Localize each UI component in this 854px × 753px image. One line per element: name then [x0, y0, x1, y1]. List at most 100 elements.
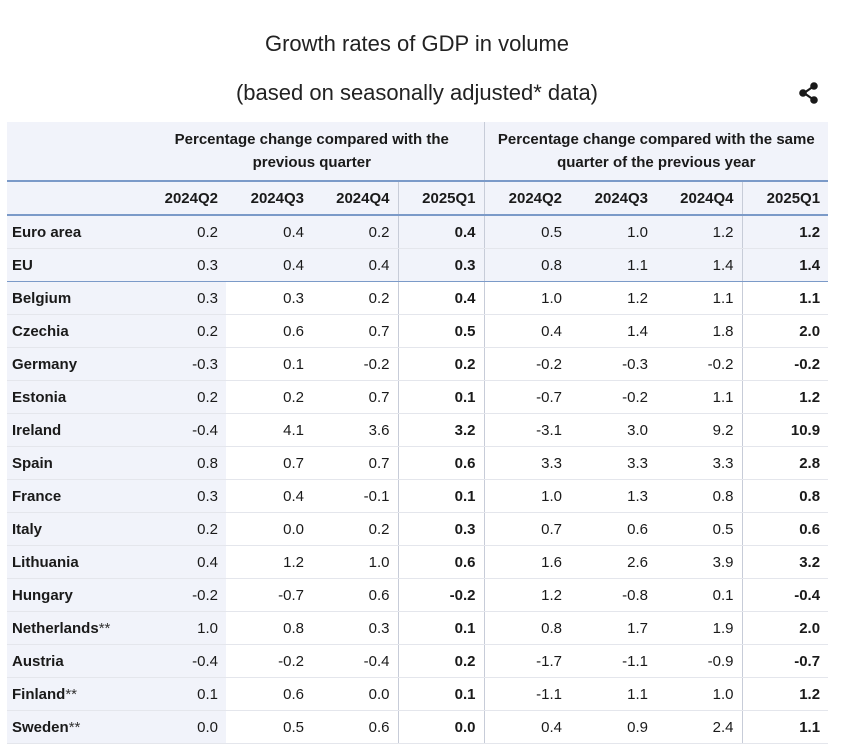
- data-cell: 1.0: [483, 281, 571, 315]
- table-row: Austria -0.4 -0.2 -0.4 0.2 -1.7 -1.1 -0.9 -0.7: [7, 644, 829, 678]
- data-cell: 1.8: [656, 314, 743, 348]
- country-name: Belgium: [12, 289, 72, 307]
- data-cell: 0.0: [397, 710, 485, 744]
- data-cell: 0.7: [312, 314, 398, 348]
- data-cell: 2.0: [741, 314, 829, 348]
- data-cell: 0.7: [483, 512, 571, 546]
- column-header: 2025Q1: [741, 181, 829, 216]
- country-name: Sweden: [12, 718, 69, 736]
- data-cell: 0.2: [140, 314, 226, 348]
- data-cell: 0.4: [483, 314, 571, 348]
- data-cell: 1.1: [570, 248, 657, 282]
- data-cell: 3.3: [656, 446, 743, 480]
- data-cell: 0.8: [741, 479, 829, 513]
- data-cell: 1.2: [656, 215, 743, 249]
- row-label: Ireland: [7, 413, 140, 447]
- data-cell: -0.7: [226, 578, 312, 612]
- data-cell: 0.1: [397, 380, 485, 414]
- table-row: Ireland -0.4 4.1 3.6 3.2 -3.1 3.0 9.2 10.9: [7, 413, 829, 447]
- data-cell: 0.8: [483, 248, 571, 282]
- data-cell: 1.4: [741, 248, 829, 282]
- country-name: France: [12, 487, 62, 505]
- table-row: Finland** 0.1 0.6 0.0 0.1 -1.1 1.1 1.0 1.2: [7, 677, 829, 711]
- data-cell: 1.0: [140, 611, 226, 645]
- country-name: Lithuania: [12, 553, 79, 571]
- country-name: Italy: [12, 520, 43, 538]
- data-cell: 1.2: [570, 281, 657, 315]
- data-cell: 0.1: [397, 611, 485, 645]
- table-subtitle: (based on seasonally adjusted* data): [235, 80, 599, 105]
- data-cell: -0.2: [226, 644, 312, 678]
- data-cell: 1.1: [741, 710, 829, 744]
- data-cell: 0.8: [483, 611, 571, 645]
- data-cell: 2.6: [570, 545, 657, 579]
- data-cell: -1.1: [483, 677, 571, 711]
- data-cell: 1.4: [570, 314, 657, 348]
- corner-cell: [7, 122, 140, 182]
- data-cell: 1.0: [483, 479, 571, 513]
- column-header: 2025Q1: [397, 181, 485, 216]
- table-row: Spain 0.8 0.7 0.7 0.6 3.3 3.3 3.3 2.8: [7, 446, 829, 480]
- data-cell: 3.3: [570, 446, 657, 480]
- table-body: Euro area 0.2 0.4 0.2 0.4 0.5 1.0 1.2 1.2 EU 0.3 0.…: [7, 215, 829, 744]
- table-row: EU 0.3 0.4 0.4 0.3 0.8 1.1 1.4 1.4: [7, 248, 829, 282]
- data-cell: 1.3: [570, 479, 657, 513]
- data-cell: 0.6: [570, 512, 657, 546]
- data-cell: 0.0: [140, 710, 226, 744]
- data-cell: -0.2: [570, 380, 657, 414]
- country-name: Czechia: [12, 322, 69, 340]
- data-cell: 1.2: [483, 578, 571, 612]
- data-cell: 4.1: [226, 413, 312, 447]
- country-name: Spain: [12, 454, 53, 472]
- data-cell: -1.7: [483, 644, 571, 678]
- table-row: Hungary -0.2 -0.7 0.6 -0.2 1.2 -0.8 0.1 -0.4: [7, 578, 829, 612]
- data-cell: 0.5: [397, 314, 485, 348]
- data-cell: 0.2: [397, 644, 485, 678]
- column-header: 2024Q3: [226, 181, 312, 216]
- data-cell: 1.1: [570, 677, 657, 711]
- data-cell: 1.2: [741, 677, 829, 711]
- data-cell: 0.9: [570, 710, 657, 744]
- data-cell: 0.8: [226, 611, 312, 645]
- data-cell: 0.0: [226, 512, 312, 546]
- data-cell: 0.6: [312, 578, 398, 612]
- data-cell: 3.2: [397, 413, 485, 447]
- data-cell: 1.2: [741, 380, 829, 414]
- data-cell: 0.2: [140, 215, 226, 249]
- data-cell: 0.0: [312, 677, 398, 711]
- data-cell: 0.5: [656, 512, 743, 546]
- row-label: Hungary: [7, 578, 140, 612]
- table-row: Czechia 0.2 0.6 0.7 0.5 0.4 1.4 1.8 2.0: [7, 314, 829, 348]
- gdp-growth-table: Percentage change compared with the prev…: [7, 122, 829, 744]
- data-cell: 0.2: [140, 512, 226, 546]
- data-cell: 9.2: [656, 413, 743, 447]
- data-cell: 0.3: [140, 248, 226, 282]
- row-label: Germany: [7, 347, 140, 381]
- data-cell: 1.2: [226, 545, 312, 579]
- data-cell: -0.4: [312, 644, 398, 678]
- row-label: Spain: [7, 446, 140, 480]
- data-cell: 0.2: [312, 281, 398, 315]
- share-icon[interactable]: [796, 80, 822, 106]
- data-cell: 1.2: [741, 215, 829, 249]
- row-label: Belgium: [7, 281, 140, 315]
- data-cell: 1.0: [312, 545, 398, 579]
- data-cell: 0.4: [312, 248, 398, 282]
- data-cell: -0.2: [741, 347, 829, 381]
- row-label: Austria: [7, 644, 140, 678]
- data-cell: 3.2: [741, 545, 829, 579]
- data-cell: 0.1: [397, 479, 485, 513]
- data-cell: 0.6: [312, 710, 398, 744]
- table-row: Estonia 0.2 0.2 0.7 0.1 -0.7 -0.2 1.1 1.2: [7, 380, 829, 414]
- data-cell: -0.3: [570, 347, 657, 381]
- data-cell: -0.1: [312, 479, 398, 513]
- row-label: EU: [7, 248, 140, 282]
- country-name: Ireland: [12, 421, 62, 439]
- data-cell: 3.3: [483, 446, 571, 480]
- data-cell: 0.7: [226, 446, 312, 480]
- data-cell: -1.1: [570, 644, 657, 678]
- data-cell: 0.2: [312, 512, 398, 546]
- data-cell: 0.3: [397, 248, 485, 282]
- data-cell: -0.2: [140, 578, 226, 612]
- data-cell: 0.1: [226, 347, 312, 381]
